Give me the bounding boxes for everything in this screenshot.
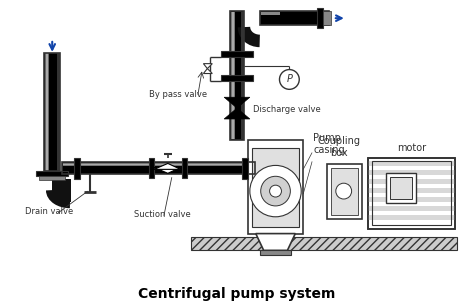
- Bar: [261, 12, 281, 15]
- Bar: [252, 148, 299, 227]
- Bar: [63, 164, 254, 165]
- Text: Discharge valve: Discharge valve: [253, 105, 320, 114]
- Bar: [390, 177, 412, 199]
- Circle shape: [250, 165, 301, 217]
- Bar: [368, 188, 456, 193]
- Bar: [53, 190, 71, 202]
- Polygon shape: [203, 64, 212, 69]
- Bar: [182, 158, 187, 178]
- Bar: [260, 11, 329, 25]
- Bar: [323, 11, 331, 25]
- Bar: [46, 53, 48, 171]
- Circle shape: [280, 70, 299, 89]
- Bar: [45, 53, 60, 171]
- Bar: [231, 12, 235, 139]
- Text: Centrifugal pump system: Centrifugal pump system: [138, 287, 336, 301]
- Bar: [62, 162, 255, 174]
- Polygon shape: [224, 108, 250, 119]
- Bar: [46, 53, 49, 171]
- Bar: [368, 197, 456, 202]
- Text: Pump
casing: Pump casing: [313, 133, 345, 154]
- Text: motor: motor: [397, 143, 427, 153]
- Bar: [368, 170, 456, 175]
- Bar: [368, 157, 456, 229]
- Bar: [45, 53, 60, 171]
- Bar: [74, 157, 80, 179]
- Bar: [368, 179, 456, 184]
- Text: Coupling
box: Coupling box: [317, 136, 360, 157]
- Polygon shape: [203, 69, 212, 74]
- Polygon shape: [224, 97, 250, 108]
- Bar: [317, 8, 323, 28]
- Bar: [368, 161, 456, 166]
- Bar: [386, 173, 416, 203]
- Polygon shape: [154, 168, 181, 173]
- Circle shape: [270, 185, 282, 197]
- Bar: [331, 168, 357, 215]
- Text: Drain valve: Drain valve: [25, 207, 73, 216]
- Bar: [241, 12, 244, 139]
- Bar: [52, 179, 71, 191]
- Bar: [221, 51, 253, 57]
- Bar: [62, 162, 255, 174]
- Bar: [149, 158, 154, 178]
- Bar: [230, 11, 244, 140]
- Bar: [39, 176, 65, 180]
- Polygon shape: [256, 233, 295, 250]
- Bar: [373, 161, 451, 225]
- Bar: [242, 157, 248, 179]
- Bar: [221, 75, 253, 81]
- Polygon shape: [154, 164, 181, 169]
- Bar: [230, 11, 244, 140]
- Bar: [248, 140, 303, 233]
- Bar: [327, 164, 362, 219]
- Bar: [368, 157, 456, 229]
- Bar: [260, 250, 292, 255]
- Bar: [368, 206, 456, 211]
- Text: P: P: [286, 74, 292, 85]
- Bar: [232, 12, 234, 139]
- Bar: [368, 215, 456, 220]
- Text: By pass valve: By pass valve: [149, 90, 207, 99]
- Bar: [260, 11, 329, 25]
- Bar: [57, 53, 60, 171]
- Circle shape: [336, 183, 352, 199]
- Text: Suction valve: Suction valve: [134, 210, 191, 219]
- Circle shape: [261, 176, 291, 206]
- Bar: [36, 171, 68, 176]
- Bar: [63, 164, 254, 166]
- Bar: [191, 237, 457, 250]
